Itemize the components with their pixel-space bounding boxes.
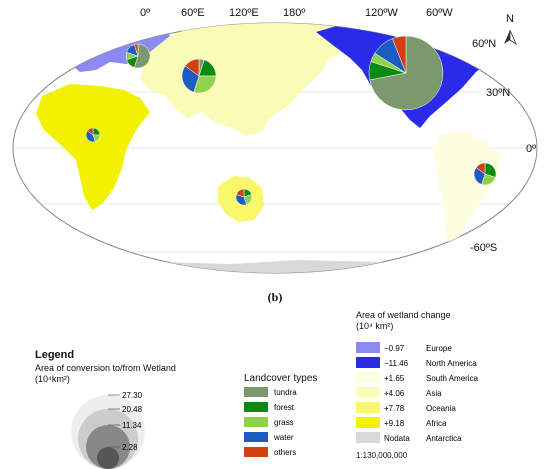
lon-label-120e: 120ºE (229, 7, 259, 19)
wetland-value-europe: −0.97 (384, 344, 405, 353)
pie-slice-water (181, 65, 200, 93)
wetland-value-oceania: +7.78 (384, 404, 405, 413)
region-asia (140, 23, 360, 136)
wetland-region-north-america: North America (426, 359, 477, 368)
landcover-item-others: others (244, 447, 296, 457)
wetland-item-europe: −0.97 Europe (356, 342, 452, 353)
wetland-item-north-america: −11.46 North America (356, 357, 477, 368)
lat-label-60n: 60ºN (472, 38, 496, 50)
north-arrow-icon: N (504, 13, 517, 46)
pie-slice-others (184, 58, 200, 77)
conversion-legend-title: Area of conversion to/from Wetland (10⁴k… (35, 363, 225, 385)
pie-oceania (235, 188, 253, 206)
landcover-label-tundra: tundra (274, 388, 297, 397)
figure-caption: (b) (267, 290, 283, 304)
wetland-change-legend: −0.97 Europe −11.46 North America +1.65 … (356, 342, 479, 443)
conversion-title-text: Area of conversion to/from Wetland (35, 363, 176, 373)
wetland-region-oceania: Oceania (426, 404, 456, 413)
landcover-label-water: water (273, 433, 294, 442)
pie-asia (181, 58, 217, 94)
region-africa (36, 84, 150, 210)
wetland-title-text: Area of wetland change (356, 310, 451, 320)
pie-europe (125, 43, 151, 69)
pie-north-america (368, 35, 444, 111)
wetland-legend-title: Area of wetland change (10⁴ km²) (356, 310, 536, 332)
pie-africa (85, 127, 101, 143)
region-south-america (434, 130, 500, 250)
landcover-legend-title: Landcover types (244, 373, 318, 384)
pie-slice-others (86, 127, 94, 136)
wetland-region-south-america: South America (426, 374, 479, 383)
pie-slice-others (392, 35, 407, 74)
landcover-item-tundra: tundra (244, 387, 297, 397)
lon-label-60e: 60ºE (181, 7, 205, 19)
wetland-item-asia: +4.06 Asia (356, 387, 442, 398)
pie-slice-others (133, 43, 139, 57)
map-scale: 1:130,000,000 (356, 451, 408, 460)
wetland-value-antarctica: Nodata (384, 434, 410, 443)
lon-label-0: 0º (140, 7, 150, 19)
wetland-item-antarctica: Nodata Antarctica (356, 432, 462, 443)
lat-label-0: 0º (526, 143, 536, 155)
landcover-legend: tundra forest grass water others (244, 387, 297, 457)
north-label: N (506, 13, 514, 25)
lon-label-120w: 120ºW (365, 7, 398, 19)
wetland-value-asia: +4.06 (384, 389, 405, 398)
lon-label-60w: 60ºW (426, 7, 453, 19)
landcover-item-water: water (244, 432, 294, 442)
pie-slice-tundra (369, 35, 444, 111)
wetland-region-asia: Asia (426, 389, 442, 398)
wetland-value-africa: +9.18 (384, 419, 405, 428)
circle-value-1: 20.48 (122, 405, 143, 414)
wetland-region-europe: Europe (426, 344, 452, 353)
circle-size-legend: 27.30 20.48 11.34 2.28 (71, 391, 145, 469)
lat-label-60s: -60ºS (470, 242, 497, 254)
landcover-label-forest: forest (274, 403, 295, 412)
circle-value-3: 2.28 (122, 443, 138, 452)
wetland-item-oceania: +7.78 Oceania (356, 402, 456, 413)
pie-south-america (473, 162, 497, 186)
circle-size-2 (97, 447, 119, 469)
landcover-item-forest: forest (244, 402, 295, 412)
pie-slice-others (475, 162, 486, 175)
pie-slice-others (236, 188, 245, 198)
legend-title: Legend (35, 349, 75, 361)
circle-value-2: 11.34 (122, 421, 142, 430)
landcover-label-grass: grass (274, 418, 294, 427)
pie-slice-grass (193, 75, 217, 94)
wetland-unit: (10⁴ km²) (356, 321, 394, 331)
conversion-unit: (10⁴km²) (35, 374, 70, 384)
region-antarctica (90, 260, 470, 273)
wetland-item-africa: +9.18 Africa (356, 417, 447, 428)
wetland-value-south-america: +1.65 (384, 374, 405, 383)
landcover-label-others: others (274, 448, 296, 457)
lat-label-30n: 30ºN (486, 87, 510, 99)
wetland-item-south-america: +1.65 South America (356, 372, 479, 383)
wetland-region-africa: Africa (426, 419, 447, 428)
wetland-region-antarctica: Antarctica (426, 434, 462, 443)
landcover-item-grass: grass (244, 417, 294, 427)
world-map: 0º 60ºE 120ºE 180º 120ºW 60ºW 60ºN 30ºN … (12, 7, 538, 274)
lon-label-180: 180º (283, 7, 305, 19)
wetland-value-north-america: −11.46 (384, 359, 409, 368)
circle-value-0: 27.30 (122, 391, 143, 400)
